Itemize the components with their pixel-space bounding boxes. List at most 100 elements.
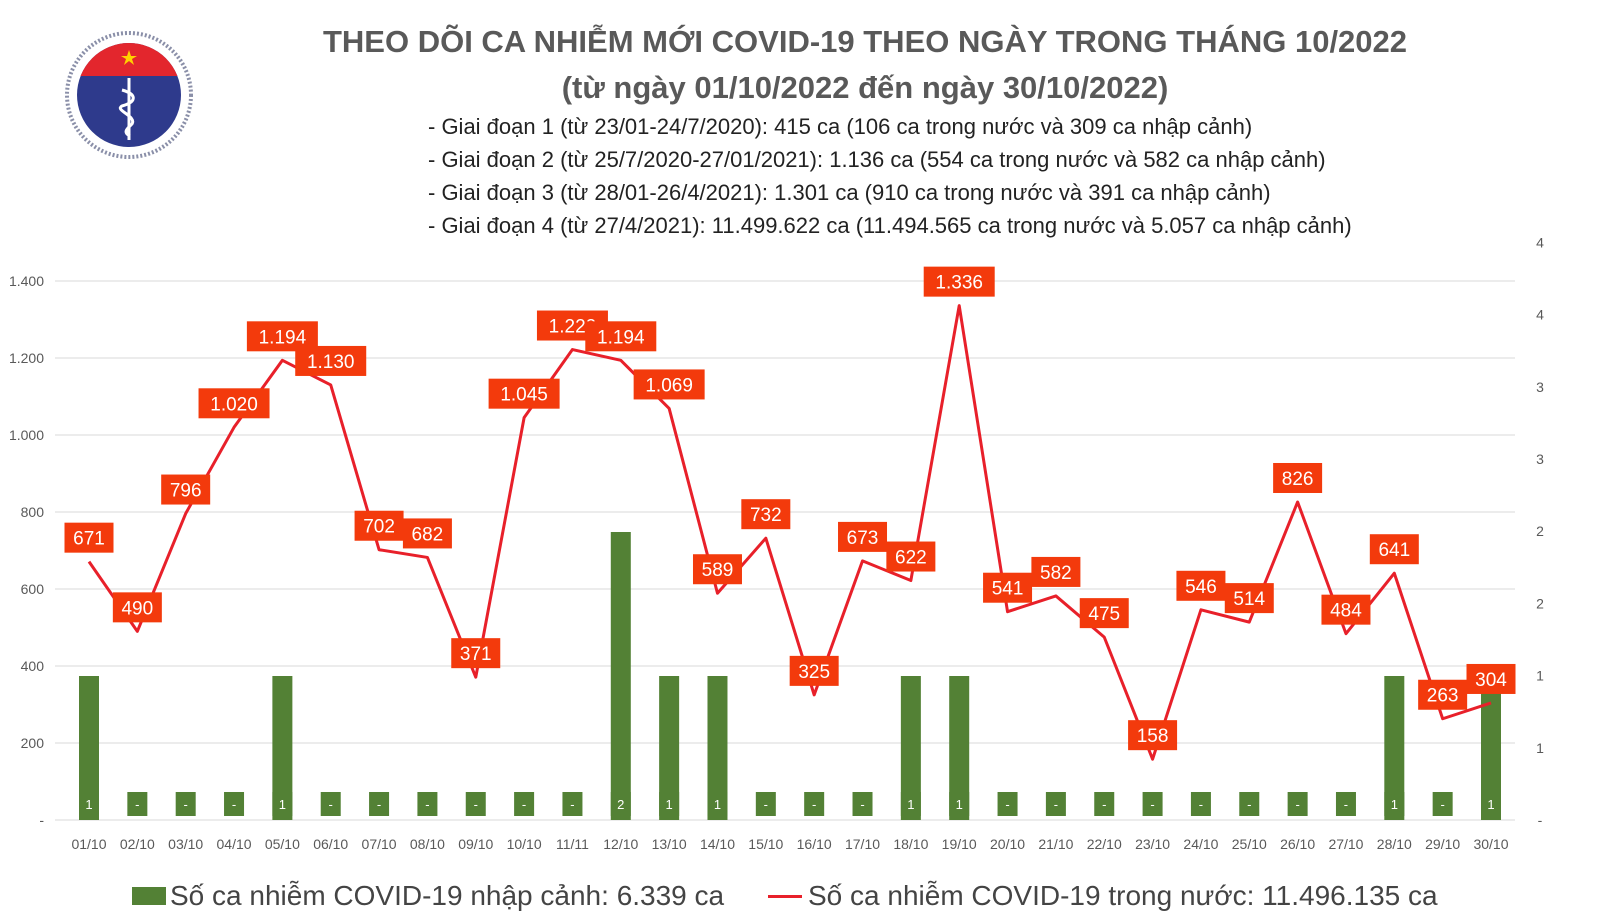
right-axis-tick: 2 xyxy=(1536,595,1544,611)
data-label-box xyxy=(198,388,270,419)
data-label: 484 xyxy=(1330,601,1362,622)
data-label: 1.194 xyxy=(597,327,645,348)
bar-label-box xyxy=(755,792,776,816)
data-label-box xyxy=(1176,570,1226,601)
x-axis-tick: 18/10 xyxy=(893,836,928,852)
data-label-box xyxy=(1273,462,1323,493)
bar-label-box xyxy=(1190,792,1211,816)
chart-title: THEO DÕI CA NHIỄM MỚI COVID-19 THEO NGÀY… xyxy=(322,24,1408,59)
x-axis-tick: 21/10 xyxy=(1038,836,1073,852)
bar xyxy=(79,676,99,820)
data-label-box xyxy=(886,541,936,572)
data-label-box xyxy=(789,655,839,686)
data-label: 304 xyxy=(1475,670,1507,691)
bar-label: 1 xyxy=(714,797,721,812)
right-axis-tick: 4 xyxy=(1536,307,1544,323)
bar-label: - xyxy=(1150,797,1154,812)
bar-label: - xyxy=(1054,797,1058,812)
bar-label: - xyxy=(425,797,429,812)
data-label: 796 xyxy=(170,481,202,502)
x-axis-tick: 11/11 xyxy=(556,836,589,852)
x-axis-tick: 26/10 xyxy=(1280,836,1315,852)
data-label-box xyxy=(161,474,211,505)
right-axis-tick: 4 xyxy=(1536,234,1544,250)
bar-label: - xyxy=(135,797,139,812)
data-label: 589 xyxy=(702,560,734,581)
bar-label-box xyxy=(320,792,341,816)
bar xyxy=(1384,676,1405,820)
x-axis-tick: 01/10 xyxy=(71,836,106,852)
left-axis-tick: 400 xyxy=(21,658,45,674)
data-label-box xyxy=(354,510,404,541)
data-label: 325 xyxy=(798,662,830,683)
bar-label-box xyxy=(465,792,486,816)
bar-label: 1 xyxy=(956,797,963,812)
data-label: 1.336 xyxy=(935,273,983,294)
legend-line: Số ca nhiễm COVID-19 trong nước: 11.496.… xyxy=(768,880,1438,912)
bar-label-box xyxy=(1045,792,1066,816)
x-axis-tick: 14/10 xyxy=(700,836,735,852)
legend-bar: Số ca nhiễm COVID-19 nhập cảnh: 6.339 ca xyxy=(132,880,724,912)
bar-label-box xyxy=(852,792,873,816)
data-label: 826 xyxy=(1282,469,1314,490)
bar-label-box xyxy=(1142,792,1163,816)
bar-label: - xyxy=(474,797,478,812)
data-label-box xyxy=(1321,594,1371,625)
bar xyxy=(707,676,728,820)
data-label: 682 xyxy=(412,524,444,545)
bar-label-box xyxy=(1481,792,1501,816)
left-axis-tick: 600 xyxy=(21,581,45,597)
x-axis-tick: 02/10 xyxy=(120,836,155,852)
x-axis-tick: 16/10 xyxy=(797,836,832,852)
x-axis-tick: 03/10 xyxy=(168,836,203,852)
bar-label: 1 xyxy=(1487,797,1494,812)
bar-label-box xyxy=(1335,792,1356,816)
data-label-box xyxy=(838,521,888,552)
bar xyxy=(610,532,631,820)
left-axis-tick: 1.400 xyxy=(9,273,44,289)
data-label-box xyxy=(585,321,657,352)
data-label-box xyxy=(1079,598,1129,629)
data-label: 1.069 xyxy=(645,375,693,396)
legend-bar-label: Số ca nhiễm COVID-19 nhập cảnh: 6.339 ca xyxy=(170,880,725,911)
data-label: 475 xyxy=(1088,604,1120,625)
bar-label: 1 xyxy=(1391,797,1398,812)
data-label: 541 xyxy=(992,579,1024,600)
x-axis-tick: 20/10 xyxy=(990,836,1025,852)
data-label-box xyxy=(633,369,705,400)
data-label: 622 xyxy=(895,548,927,569)
data-label-box xyxy=(1031,556,1081,587)
bar-label-box xyxy=(1239,792,1260,816)
bar-label: 1 xyxy=(907,797,914,812)
left-axis-tick: 1.000 xyxy=(9,427,44,443)
data-label: 732 xyxy=(750,505,782,526)
bar-label-box xyxy=(224,792,245,816)
bar-label: - xyxy=(232,797,236,812)
bar xyxy=(659,676,680,820)
data-label: 1.020 xyxy=(210,394,258,415)
bar-label-box xyxy=(1094,792,1115,816)
data-label: 514 xyxy=(1233,589,1265,610)
x-axis-tick: 15/10 xyxy=(748,836,783,852)
bar-label-box xyxy=(804,792,825,816)
data-label-box xyxy=(692,554,742,585)
data-label: 641 xyxy=(1378,540,1410,561)
bar-label-box xyxy=(659,792,680,816)
bar-label: - xyxy=(1295,797,1299,812)
right-axis-tick: 1 xyxy=(1536,668,1544,684)
data-label-box xyxy=(1224,583,1274,614)
bar-label-box xyxy=(900,792,921,816)
x-axis-tick: 28/10 xyxy=(1377,836,1412,852)
bar-label: - xyxy=(1102,797,1106,812)
x-axis-tick: 13/10 xyxy=(652,836,687,852)
bar-label: - xyxy=(1344,797,1348,812)
data-label: 1.045 xyxy=(500,385,548,406)
note-phase-2: - Giai đoạn 2 (từ 25/7/2020-27/01/2021):… xyxy=(428,147,1326,172)
data-label-box xyxy=(1418,679,1468,710)
bar-label-box xyxy=(1287,792,1308,816)
data-label-box xyxy=(64,522,114,553)
bar xyxy=(1481,676,1501,820)
bar-label: - xyxy=(184,797,188,812)
x-axis-tick: 10/10 xyxy=(507,836,542,852)
